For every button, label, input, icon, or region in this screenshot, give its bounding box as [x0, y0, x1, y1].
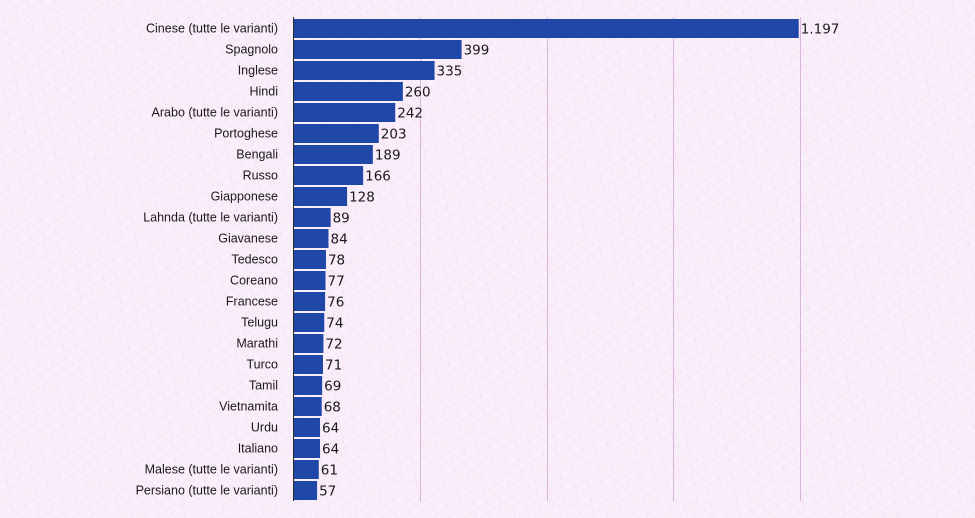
value-label: 166 [365, 169, 391, 185]
bar [294, 292, 326, 311]
bar [294, 187, 348, 206]
category-label: Persiano (tutte le varianti) [136, 484, 278, 498]
category-label: Coreano [230, 274, 278, 288]
category-label: Spagnolo [225, 43, 278, 57]
bar [294, 460, 319, 479]
bar [294, 355, 323, 374]
value-label: 128 [349, 190, 375, 206]
category-label: Arabo (tutte le varianti) [152, 106, 278, 120]
category-label: Giavanese [218, 232, 278, 246]
bar [294, 376, 323, 395]
bar [294, 418, 321, 437]
value-label: 77 [328, 274, 345, 290]
category-label: Turco [247, 358, 279, 372]
category-label: Telugu [241, 316, 278, 330]
bar [294, 481, 318, 500]
category-label: Hindi [250, 85, 279, 99]
bar [294, 19, 799, 38]
value-label: 84 [330, 232, 347, 248]
bar [294, 40, 462, 59]
bar [294, 61, 435, 80]
bar [294, 166, 364, 185]
category-label: Marathi [236, 337, 278, 351]
category-label: Francese [226, 295, 278, 309]
category-label: Bengali [236, 148, 278, 162]
bar [294, 271, 326, 290]
category-labels: Cinese (tutte le varianti) Spagnolo Ingles… [136, 22, 278, 498]
bar [294, 124, 379, 143]
bar [294, 397, 322, 416]
value-label: 64 [322, 421, 339, 437]
bars [294, 19, 799, 500]
category-label: Inglese [238, 64, 278, 78]
value-label: 72 [325, 337, 342, 353]
bar [294, 334, 324, 353]
value-label: 1.197 [801, 22, 840, 38]
value-label: 69 [324, 379, 341, 395]
grid-lines [420, 17, 801, 501]
value-label: 61 [321, 463, 338, 479]
value-label: 76 [327, 295, 344, 311]
category-label: Malese (tutte le varianti) [145, 463, 278, 477]
bar [294, 250, 326, 269]
value-label: 74 [326, 316, 343, 332]
value-label: 260 [405, 85, 431, 101]
category-label: Vietnamita [219, 400, 278, 414]
value-label: 203 [381, 127, 407, 143]
bar [294, 103, 396, 122]
category-label: Lahnda (tutte le varianti) [143, 211, 278, 225]
category-label: Giapponese [211, 190, 278, 204]
value-label: 64 [322, 442, 339, 458]
value-label: 399 [464, 43, 490, 59]
bar [294, 439, 321, 458]
bar [294, 145, 373, 164]
value-label: 189 [375, 148, 401, 164]
category-label: Cinese (tutte le varianti) [146, 22, 278, 36]
category-label: Italiano [238, 442, 278, 456]
category-label: Portoghese [214, 127, 278, 141]
bar [294, 313, 325, 332]
value-label: 78 [328, 253, 345, 269]
bar [294, 82, 403, 101]
value-label: 71 [325, 358, 342, 374]
value-label: 89 [333, 211, 350, 227]
category-label: Russo [243, 169, 278, 183]
bar [294, 208, 331, 227]
category-label: Tedesco [231, 253, 278, 267]
bar [294, 229, 329, 248]
category-label: Urdu [251, 421, 278, 435]
value-label: 335 [437, 64, 463, 80]
category-label: Tamil [249, 379, 278, 393]
value-label: 242 [397, 106, 423, 122]
value-label: 68 [324, 400, 341, 416]
value-label: 57 [319, 484, 336, 500]
